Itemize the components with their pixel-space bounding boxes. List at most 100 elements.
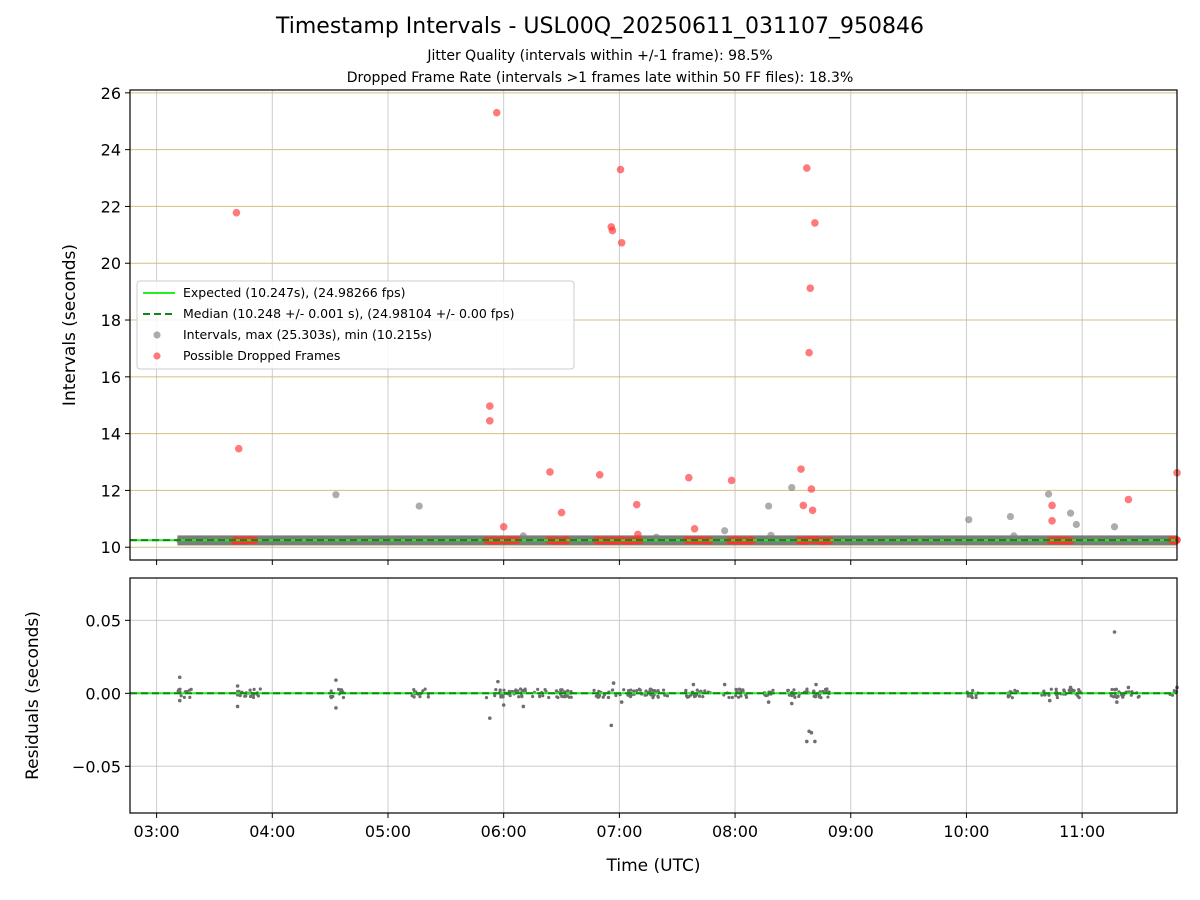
residual-point xyxy=(1072,688,1076,693)
residual-point xyxy=(651,695,655,700)
residual-point xyxy=(1110,687,1114,692)
residual-point xyxy=(256,694,260,698)
residual-point xyxy=(560,688,564,692)
interval-point xyxy=(1110,523,1119,531)
residual-point xyxy=(969,694,974,699)
residual-point xyxy=(1115,695,1119,700)
intervals-ytick-label: 24 xyxy=(101,141,121,160)
legend-label: Possible Dropped Frames xyxy=(183,348,340,363)
residual-point xyxy=(531,694,535,699)
residual-point xyxy=(727,695,731,700)
residual-point xyxy=(665,694,670,698)
residual-point xyxy=(684,694,689,698)
residuals-ytick-label: 0.00 xyxy=(85,684,121,703)
residual-point xyxy=(809,730,814,735)
residual-point xyxy=(496,679,500,684)
residual-point xyxy=(821,689,825,694)
interval-point xyxy=(332,491,340,499)
intervals-ytick-label: 14 xyxy=(101,425,121,444)
intervals-ytick-label: 22 xyxy=(101,197,121,216)
residual-point xyxy=(651,688,655,693)
legend-box xyxy=(136,280,575,370)
intervals-ylabel: Intervals (seconds) xyxy=(60,244,80,406)
residual-point xyxy=(684,688,688,692)
dropped-frame-point xyxy=(802,164,811,172)
residual-point xyxy=(1077,695,1081,700)
legend-label: Expected (10.247s), (24.98266 fps) xyxy=(183,285,405,300)
residuals-xtick-label: 06:00 xyxy=(481,822,527,841)
residual-point xyxy=(971,688,975,693)
residual-point xyxy=(792,688,796,692)
residual-point xyxy=(341,695,346,700)
interval-point xyxy=(721,527,729,535)
residual-point xyxy=(412,687,416,692)
residual-point xyxy=(541,694,545,698)
intervals-plot-frame xyxy=(129,89,1178,561)
dropped-frame-point xyxy=(595,471,604,479)
residual-point xyxy=(974,695,978,700)
residual-point xyxy=(1172,688,1176,693)
interval-point xyxy=(1010,532,1018,540)
dropped-frame-point xyxy=(1124,495,1133,504)
chart-subtitle-jitter: Jitter Quality (intervals within +/-1 fr… xyxy=(427,48,773,64)
residual-point xyxy=(1047,698,1052,703)
residual-point xyxy=(766,693,770,697)
residuals-ylabel: Residuals (seconds) xyxy=(23,611,43,780)
dropped-frame-point xyxy=(799,501,808,510)
residual-point xyxy=(1013,688,1017,692)
residual-point xyxy=(1170,693,1175,697)
residual-point xyxy=(238,694,242,698)
residual-point xyxy=(614,693,618,698)
residual-point xyxy=(508,694,512,698)
residual-point xyxy=(722,682,727,687)
intervals-ytick-label: 10 xyxy=(101,538,121,557)
residual-point xyxy=(1129,693,1133,697)
residual-point xyxy=(258,687,262,691)
residual-point xyxy=(609,723,614,728)
interval-point xyxy=(519,532,527,540)
residual-point xyxy=(826,695,830,699)
interval-point xyxy=(1044,490,1053,498)
residual-point xyxy=(1055,695,1060,700)
legend-label: Intervals, max (25.303s), min (10.215s) xyxy=(183,327,432,342)
residual-point xyxy=(694,694,698,698)
residual-point xyxy=(730,695,734,700)
residual-point xyxy=(1047,693,1051,697)
residual-point xyxy=(510,689,514,694)
dropped-frame-point xyxy=(807,485,816,493)
residual-point xyxy=(701,695,705,699)
residual-point xyxy=(632,689,636,693)
dropped-frame-point xyxy=(499,522,508,531)
residuals-xtick-label: 05:00 xyxy=(365,822,411,841)
residual-point xyxy=(536,687,540,691)
residual-point xyxy=(703,689,707,693)
residual-point xyxy=(177,698,182,703)
dropped-frame-point xyxy=(1048,517,1056,525)
residual-point xyxy=(544,689,548,694)
residual-point xyxy=(1115,700,1119,704)
residual-point xyxy=(638,688,642,692)
residual-point xyxy=(248,688,252,692)
dropped-frame-point xyxy=(805,348,813,357)
residual-point xyxy=(1042,689,1046,693)
residual-point xyxy=(235,704,240,709)
residual-point xyxy=(1054,687,1058,691)
residual-point xyxy=(789,701,794,706)
residual-point xyxy=(691,682,696,687)
interval-point xyxy=(767,531,775,539)
residuals-xtick-label: 03:00 xyxy=(134,822,180,841)
intervals-ytick-label: 18 xyxy=(101,311,121,330)
dropped-frame-point xyxy=(492,108,501,117)
residual-point xyxy=(248,694,253,699)
interval-point xyxy=(1066,509,1075,517)
residual-point xyxy=(569,695,573,699)
dropped-frame-point xyxy=(232,208,241,217)
residual-point xyxy=(426,695,430,699)
residual-point xyxy=(697,694,702,698)
residual-point xyxy=(252,687,256,692)
dropped-frame-point xyxy=(485,417,494,425)
residual-point xyxy=(236,689,240,693)
residuals-xtick-label: 08:00 xyxy=(712,822,758,841)
residual-point xyxy=(1113,688,1117,692)
